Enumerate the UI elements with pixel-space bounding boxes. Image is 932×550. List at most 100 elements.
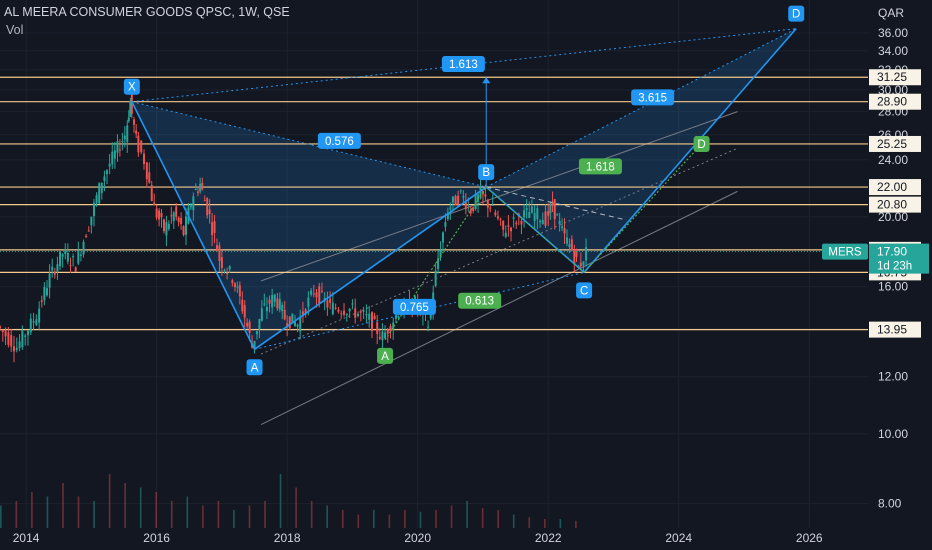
candle-body xyxy=(15,347,18,351)
candle-body xyxy=(312,293,315,295)
candle-body xyxy=(85,235,88,238)
volume-bar xyxy=(170,501,173,528)
candle-body xyxy=(307,297,310,307)
candle-body xyxy=(226,273,229,275)
candle-body xyxy=(233,283,236,288)
candle-body xyxy=(40,300,43,303)
candle-body xyxy=(243,305,246,318)
candle-body xyxy=(199,183,202,192)
candle-body xyxy=(127,117,130,121)
abcd-ratio-label-text: 1.618 xyxy=(586,161,615,173)
candle-body xyxy=(536,208,539,220)
candle-body xyxy=(155,208,158,218)
price-line-label-box xyxy=(869,69,921,86)
candle-body xyxy=(263,303,266,305)
volume-bar xyxy=(233,510,235,528)
candle-body xyxy=(100,182,103,193)
time-axis: 2014 2016 2018 2020 2022 2024 2026 xyxy=(0,528,932,550)
candle-body xyxy=(301,311,304,316)
volume-bar xyxy=(466,501,468,528)
candle-body xyxy=(133,119,136,125)
candle-body xyxy=(185,216,187,235)
candle-body xyxy=(504,232,507,238)
symbol-tag-box xyxy=(822,243,868,260)
harmonic-point-a: A xyxy=(246,359,263,376)
volume-bar xyxy=(62,483,64,528)
candle-body xyxy=(82,242,85,255)
abcd-ratio-label-box xyxy=(578,158,622,175)
harmonic-ratio-label: 1.613 xyxy=(441,56,485,73)
price-line-label: 22.00 xyxy=(869,179,921,196)
candle-body xyxy=(326,300,329,308)
candle-body xyxy=(337,309,340,312)
price-line-label-text: 13.95 xyxy=(877,323,907,337)
x-tick-label: 2020 xyxy=(404,531,431,545)
candle-body xyxy=(69,265,72,267)
price-line-label-box xyxy=(869,93,921,110)
price-line-label: 31.25 xyxy=(869,69,921,86)
price-line-label-box xyxy=(869,196,921,213)
candle-body xyxy=(381,331,384,341)
candle-body xyxy=(528,212,531,218)
volume-bar xyxy=(497,510,499,528)
volume-bar xyxy=(77,496,80,528)
candle-body xyxy=(123,135,126,140)
candle-body xyxy=(477,194,480,202)
candle-body xyxy=(354,308,357,318)
abcd-point-a-box xyxy=(377,347,394,364)
candle-body xyxy=(130,94,133,114)
candle-body xyxy=(32,321,35,323)
volume-bar xyxy=(388,514,391,528)
price-line-label: 20.80 xyxy=(869,196,921,213)
candle-body xyxy=(260,308,263,321)
candle-body xyxy=(77,250,80,264)
candle-body xyxy=(172,212,175,222)
abcd-ratio-label-box xyxy=(458,292,502,309)
y-tick-label: 34.00 xyxy=(878,44,908,58)
symbol-tag-text: MERS xyxy=(828,247,862,259)
candle-body xyxy=(64,249,67,255)
candle-body xyxy=(216,245,218,251)
candle-body xyxy=(66,252,69,262)
candle-body xyxy=(265,306,268,312)
candle-body xyxy=(281,304,284,312)
harmonic-lines xyxy=(131,28,797,350)
candle-body xyxy=(236,286,239,288)
candle-body xyxy=(213,221,216,233)
y-tick-label: 36.00 xyxy=(878,26,908,40)
candle-body xyxy=(451,196,454,203)
channel-line xyxy=(260,111,738,282)
candle-body xyxy=(331,302,334,315)
harmonic-ratio-line xyxy=(485,28,797,188)
candle-body xyxy=(113,150,116,159)
price-line-label-text: 25.25 xyxy=(877,137,907,151)
volume-bar xyxy=(419,511,422,528)
candle-body xyxy=(310,290,313,295)
candle-body xyxy=(90,216,93,226)
candle-body xyxy=(530,206,533,213)
candle-body xyxy=(296,324,299,327)
harmonic-point-c: C xyxy=(576,282,593,299)
candle-body xyxy=(158,210,161,220)
candle-body xyxy=(211,222,214,235)
x-tick-label: 2016 xyxy=(143,531,170,545)
candle-body xyxy=(329,298,332,303)
volume-bar xyxy=(435,510,437,528)
candle-body xyxy=(494,212,497,216)
abcd-leg xyxy=(485,186,585,273)
candle-body xyxy=(441,232,444,243)
candle-body xyxy=(582,261,585,266)
candle-body xyxy=(74,267,77,272)
projection-line xyxy=(486,186,627,221)
harmonic-ratio-label: 0.576 xyxy=(317,132,361,149)
candle-body xyxy=(291,313,294,324)
candle-body xyxy=(444,222,447,227)
candle-body xyxy=(180,217,183,225)
candle-body xyxy=(61,254,64,257)
price-line-label: 25.25 xyxy=(869,135,921,152)
volume-bar xyxy=(217,501,220,528)
target-arrow-head xyxy=(482,77,491,84)
last-price-tag: MERS 17.90 1d 23h xyxy=(822,243,929,274)
abcd-ratio-label: 0.765 xyxy=(392,298,436,315)
